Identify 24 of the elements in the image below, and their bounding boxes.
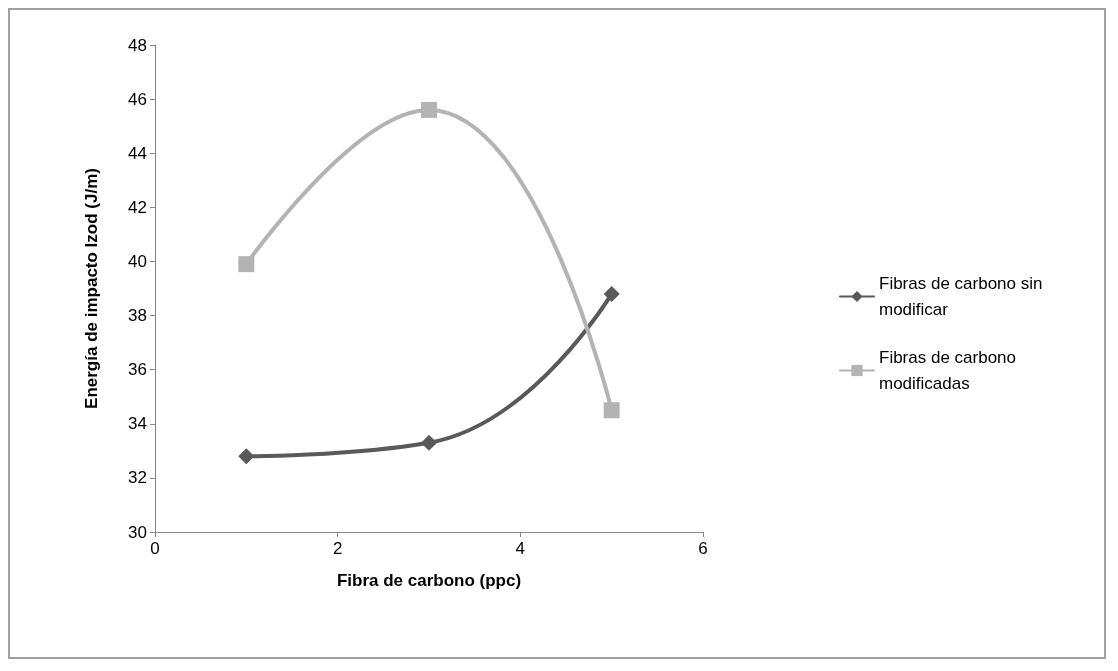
y-tick-label: 38 bbox=[128, 306, 147, 326]
legend-label: Fibras de carbono modificadas bbox=[879, 348, 1021, 393]
y-axis-title: Energía de impacto Izod (J/m) bbox=[82, 168, 101, 409]
point bbox=[421, 434, 437, 451]
point bbox=[238, 448, 255, 465]
point bbox=[238, 256, 255, 273]
y-tick-label: 40 bbox=[128, 251, 147, 271]
y-tick-label: 42 bbox=[128, 197, 147, 217]
y-tick-label: 30 bbox=[128, 522, 147, 542]
x-tick-label: 0 bbox=[150, 539, 160, 558]
y-tick-label: 36 bbox=[128, 360, 147, 380]
x-tick-label: 6 bbox=[698, 539, 708, 558]
legend-label: Fibras de carbono sin modificar bbox=[879, 274, 1048, 319]
x-tick-label: 4 bbox=[515, 539, 526, 558]
y-tick-label: 44 bbox=[128, 143, 147, 163]
x-axis-title: Fibra de carbono (ppc) bbox=[336, 571, 522, 590]
y-tick-label: 34 bbox=[128, 414, 147, 434]
point bbox=[603, 402, 620, 419]
point bbox=[421, 101, 437, 118]
y-tick-label: 32 bbox=[128, 468, 147, 488]
point bbox=[603, 285, 620, 302]
x-tick-label: 2 bbox=[332, 539, 343, 558]
y-tick-label: 46 bbox=[128, 89, 147, 109]
y-tick-label: 48 bbox=[128, 35, 147, 55]
